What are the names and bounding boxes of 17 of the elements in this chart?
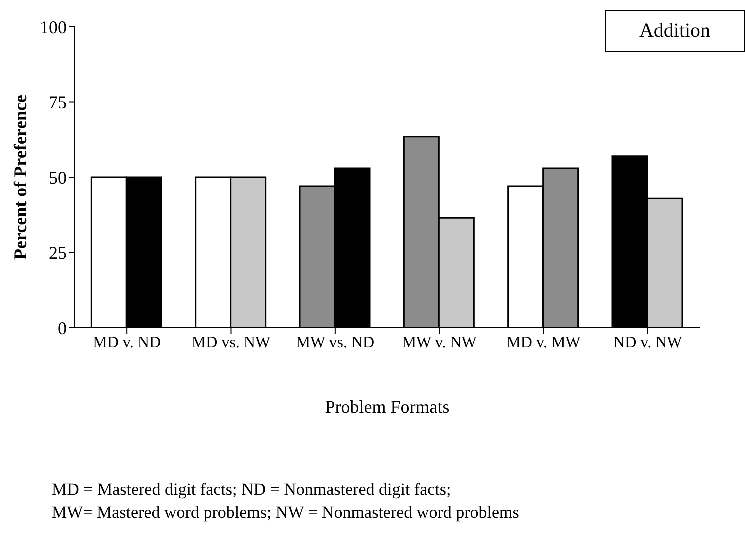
y-tick-label: 100 bbox=[40, 17, 67, 38]
y-axis-title: Percent of Preference bbox=[10, 95, 30, 260]
x-tick-label: MW v. NW bbox=[402, 334, 478, 352]
x-axis-title: Problem Formats bbox=[325, 397, 450, 417]
text: MD = Mastered digit facts; ND = Nonmastered digit facts; bbox=[52, 479, 452, 501]
text: MW= Mastered word problems; NW = Nonmastered word problems bbox=[52, 502, 520, 524]
x-tick-label: ND v. NW bbox=[614, 334, 684, 352]
x-tick-label: MD v. MW bbox=[506, 334, 582, 352]
y-tick-label: 75 bbox=[49, 92, 67, 113]
x-tick-label: MD vs. NW bbox=[192, 334, 272, 352]
y-tick-label: 0 bbox=[58, 318, 67, 338]
x-tick-label: MD v. ND bbox=[93, 334, 162, 352]
note-box: Addition bbox=[605, 10, 745, 52]
annotation: Addition bbox=[639, 20, 711, 42]
x-tick-label: MW vs. ND bbox=[296, 334, 375, 352]
y-tick-label: 50 bbox=[49, 168, 67, 188]
y-tick-label: 25 bbox=[49, 243, 67, 264]
